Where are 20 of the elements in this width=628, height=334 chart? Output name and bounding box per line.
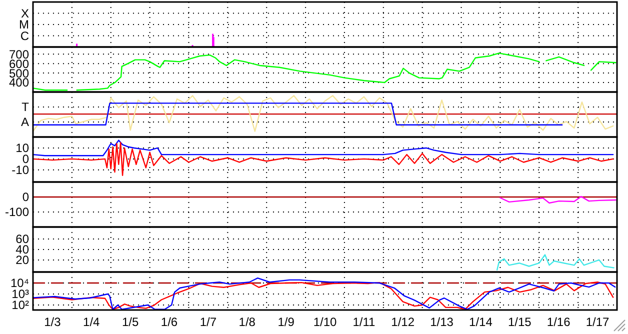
text: X [20,6,29,20]
text: A [20,115,29,130]
x-tick-label: 1/4 [83,315,100,329]
x-tick-label: 1/7 [200,315,217,329]
x-tick-label: 1/16 [546,315,571,329]
x-tick-label: 1/5 [122,315,139,329]
x-tick-label: 1/3 [44,315,62,329]
x-tick-label: 1/14 [469,315,493,329]
x-tick-label: 1/9 [278,315,295,329]
x-tick-label: 1/13 [430,315,454,329]
y-tick-label: 0 [22,190,30,204]
x-tick-label: 1/8 [238,315,256,329]
x-tick-label: 1/11 [352,315,376,329]
x-tick-label: 1/6 [160,315,178,329]
x-tick-label: 1/15 [508,315,532,329]
x-tick-label: 1/12 [391,315,415,329]
x-tick-label: 1/17 [586,315,610,329]
text: T [22,100,30,114]
x-tick-label: 1/10 [313,315,337,329]
y-tick-label: -100 [4,205,30,220]
